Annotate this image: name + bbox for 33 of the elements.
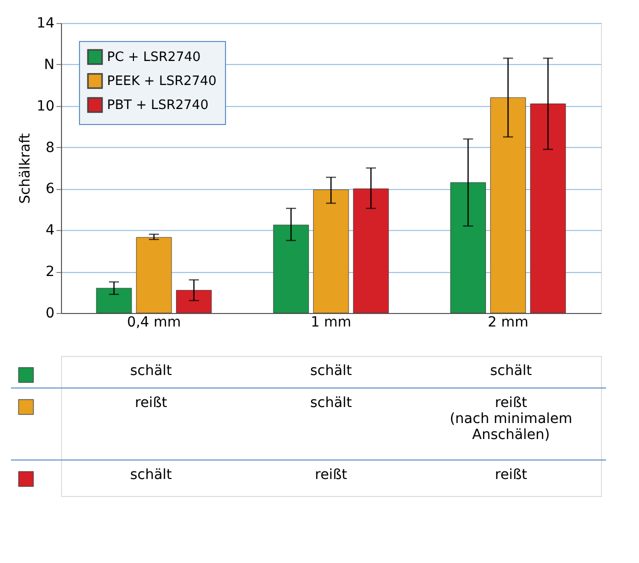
y-axis-title: Schälkraft — [18, 132, 34, 204]
text: schält — [490, 363, 532, 379]
x-tick-label: 1 mm — [310, 314, 352, 330]
y-tick-label: 8 — [46, 140, 54, 156]
bar — [353, 188, 389, 314]
bar — [313, 190, 349, 314]
y-tick-label: 2 — [46, 264, 54, 280]
text: schält — [130, 467, 172, 483]
bar — [530, 104, 566, 314]
y-tick-label: 4 — [46, 222, 55, 239]
x-tick-label: 0,4 mm — [126, 314, 181, 330]
text: reißt — [314, 467, 348, 483]
y-tick-label: 10 — [36, 98, 54, 114]
bar — [450, 182, 486, 314]
x-tick-label: 2 mm — [488, 314, 528, 330]
text: schält — [310, 395, 352, 411]
bar — [490, 97, 526, 314]
bar — [96, 288, 132, 314]
legend-label: PBT + LSR2740 — [107, 98, 208, 113]
legend-label: PEEK + LSR2740 — [107, 74, 217, 89]
y-tick-label: N — [44, 56, 54, 73]
text: reißt — [494, 467, 528, 483]
text: reißt — [134, 395, 168, 411]
bar — [136, 237, 172, 314]
y-tick-label: 6 — [46, 181, 55, 198]
text: reißt (nach minimalem Anschälen) — [450, 395, 572, 443]
bar — [273, 224, 309, 314]
text: schält — [130, 363, 172, 379]
y-tick-label: 0 — [46, 306, 54, 322]
y-tick-label: 14 — [36, 16, 55, 32]
legend-label: PC + LSR2740 — [107, 50, 201, 65]
text: schält — [310, 363, 352, 379]
bar — [176, 290, 212, 314]
